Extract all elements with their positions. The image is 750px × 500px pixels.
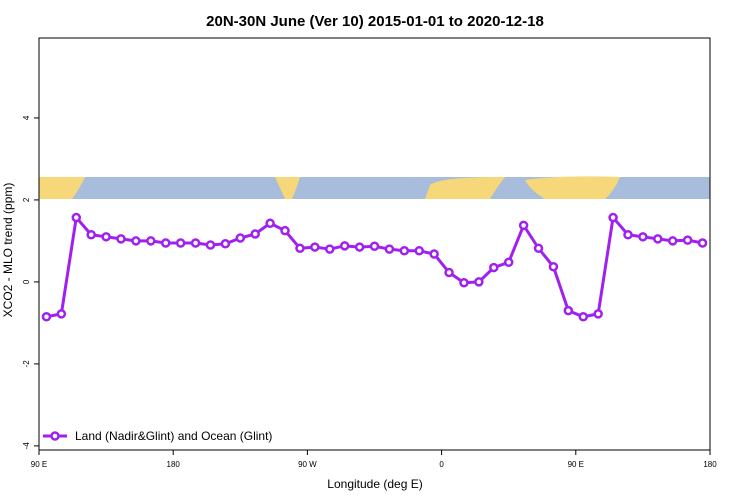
point [250,229,260,239]
y-axis-label: XCO2 - MLO trend (ppm) [1,183,15,318]
point [339,241,350,251]
legend-label: Land (Nadir&Glint) and Ocean (Glint) [75,429,272,443]
point [399,246,410,256]
x-tick-label: 90 W [298,460,317,469]
point [578,312,589,322]
point [116,234,126,244]
point [146,236,156,246]
point [369,241,380,252]
point [548,262,559,272]
point [638,232,648,242]
x-tick-label: 180 [703,460,717,469]
point [220,239,231,249]
x-tick-label: 0 [439,460,444,469]
point [86,230,96,240]
point [205,240,216,250]
point [444,267,454,278]
point [593,309,603,319]
x-tick-label: 90 E [568,460,584,469]
point [354,242,365,252]
point [623,230,633,240]
point [667,236,678,246]
point [41,312,52,322]
x-axis-label: Longitude (deg E) [327,477,422,491]
point [459,277,469,288]
point [56,309,67,319]
x-tick-label: 90 E [31,460,47,469]
point [160,238,171,248]
point [533,243,544,254]
point [175,238,186,248]
point [474,277,484,287]
y-tick-label: 0 [22,279,31,284]
point [563,305,574,316]
y-tick-label: -2 [22,360,31,368]
map-strip [39,176,710,199]
point [384,244,395,254]
y-tick-label: 2 [22,197,31,202]
point [414,246,424,256]
y-tick-label: 4 [22,115,31,120]
point [489,262,499,273]
point [71,212,82,223]
point [265,218,275,229]
point [697,238,708,248]
point [682,235,693,245]
point [190,238,201,248]
point [310,242,320,252]
chart-title: 20N-30N June (Ver 10) 2015-01-01 to 2020… [206,13,544,30]
legend-marker [50,431,60,441]
point [518,220,529,231]
y-tick-label: -4 [22,442,31,450]
point [295,243,305,254]
plot-frame [38,37,711,451]
point [280,225,290,236]
point [101,232,111,242]
series-line [46,214,703,319]
point [503,257,514,267]
point [235,233,246,243]
point [131,236,141,246]
point [325,244,335,254]
point [608,212,618,223]
point [653,234,663,244]
x-tick-label: 180 [167,460,181,469]
point [429,249,439,259]
